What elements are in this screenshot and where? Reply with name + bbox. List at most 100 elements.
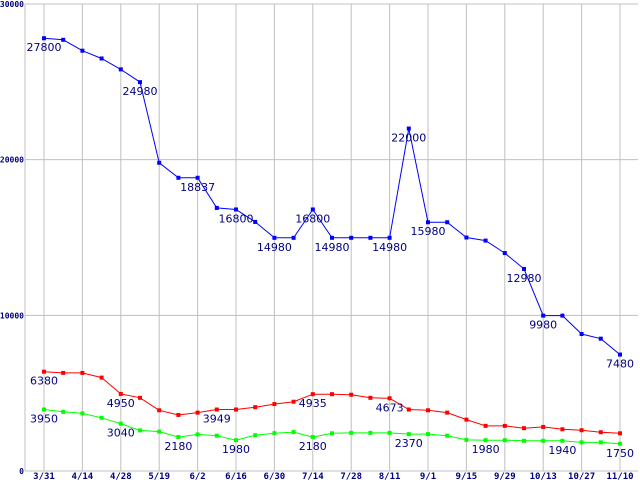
data-point-blue bbox=[195, 175, 200, 180]
data-label-green: 3950 bbox=[30, 413, 58, 426]
data-label-green: 1980 bbox=[222, 443, 250, 456]
data-point-green bbox=[42, 407, 46, 412]
x-tick-label: 7/28 bbox=[340, 472, 362, 480]
data-point-red bbox=[253, 405, 258, 410]
data-label-red: 6380 bbox=[30, 375, 58, 388]
data-point-green bbox=[349, 430, 354, 435]
data-point-green bbox=[445, 433, 450, 438]
data-label-green: 1940 bbox=[548, 444, 576, 457]
data-point-blue bbox=[80, 48, 85, 53]
data-label-green: 3040 bbox=[107, 427, 135, 440]
data-point-blue bbox=[406, 126, 411, 131]
data-label-green: 2370 bbox=[395, 437, 423, 450]
data-label-blue: 12980 bbox=[507, 272, 542, 285]
data-point-blue bbox=[214, 205, 219, 210]
data-label-blue: 9980 bbox=[529, 319, 557, 332]
data-label-red: 4950 bbox=[107, 397, 135, 410]
x-tick-label: 4/28 bbox=[110, 472, 132, 480]
data-point-red bbox=[426, 408, 430, 413]
data-point-green bbox=[464, 437, 469, 442]
data-point-red bbox=[502, 423, 507, 428]
data-point-red bbox=[99, 375, 104, 380]
data-point-green bbox=[598, 440, 603, 445]
x-tick-label: 9/29 bbox=[494, 472, 516, 480]
data-label-blue: 16800 bbox=[219, 212, 254, 225]
data-point-red bbox=[214, 407, 219, 412]
data-point-blue bbox=[502, 251, 507, 256]
data-point-green bbox=[61, 409, 66, 414]
data-point-green bbox=[330, 431, 334, 436]
data-point-red bbox=[330, 392, 334, 397]
data-point-green bbox=[406, 432, 411, 437]
data-point-red bbox=[522, 426, 526, 431]
data-point-red bbox=[445, 410, 450, 415]
data-point-blue bbox=[176, 175, 181, 180]
data-point-red bbox=[560, 427, 565, 432]
x-tick-label: 8/11 bbox=[379, 472, 401, 480]
y-tick-label: 0 bbox=[19, 467, 24, 476]
data-point-blue bbox=[234, 207, 238, 212]
data-point-green bbox=[426, 432, 430, 437]
data-point-red bbox=[195, 410, 200, 415]
data-label-blue: 15980 bbox=[411, 225, 446, 238]
data-label-green: 1980 bbox=[472, 443, 500, 456]
data-point-blue bbox=[618, 352, 622, 357]
data-point-red bbox=[272, 402, 277, 407]
data-label-green: 2180 bbox=[299, 440, 327, 453]
data-point-red bbox=[310, 392, 315, 397]
data-label-blue: 27800 bbox=[27, 41, 62, 54]
data-point-blue bbox=[426, 220, 430, 225]
x-tick-label: 6/16 bbox=[225, 472, 247, 480]
data-label-blue: 16800 bbox=[295, 212, 330, 225]
data-label-blue: 7480 bbox=[606, 358, 634, 371]
data-point-red bbox=[464, 417, 469, 422]
data-point-green bbox=[253, 433, 258, 438]
data-point-red bbox=[291, 399, 296, 404]
data-point-blue bbox=[483, 238, 488, 243]
series-group bbox=[42, 36, 622, 446]
data-point-green bbox=[618, 441, 622, 446]
data-point-blue bbox=[579, 332, 584, 337]
data-point-red bbox=[61, 370, 66, 375]
data-point-red bbox=[349, 392, 354, 397]
data-point-green bbox=[368, 430, 373, 435]
data-point-red bbox=[406, 407, 411, 412]
data-point-green bbox=[272, 431, 277, 436]
data-point-red bbox=[80, 370, 85, 375]
data-point-green bbox=[157, 429, 162, 434]
data-point-blue bbox=[522, 266, 526, 271]
data-point-red bbox=[618, 431, 622, 436]
data-label-blue: 22000 bbox=[391, 132, 426, 145]
data-point-blue bbox=[349, 235, 354, 240]
data-labels: 27800 24980 18837 16800 14980 16800 14980 14980… bbox=[27, 41, 635, 460]
data-point-blue bbox=[368, 235, 373, 240]
data-point-green bbox=[176, 435, 181, 440]
data-point-blue bbox=[387, 235, 392, 240]
data-point-blue bbox=[598, 336, 603, 341]
data-point-blue bbox=[560, 313, 565, 318]
y-tick-label: 30000 bbox=[0, 0, 24, 9]
data-label-blue: 14980 bbox=[372, 241, 407, 254]
data-point-blue bbox=[61, 37, 66, 42]
data-point-green bbox=[579, 440, 584, 445]
data-point-red bbox=[483, 423, 488, 428]
data-point-red bbox=[176, 412, 181, 417]
data-label-green: 1750 bbox=[606, 447, 634, 460]
x-tick-label: 10/27 bbox=[568, 472, 595, 480]
data-point-blue bbox=[138, 80, 142, 85]
data-label-red: 3949 bbox=[203, 413, 231, 426]
data-label-red: 4935 bbox=[299, 397, 327, 410]
data-point-blue bbox=[42, 36, 46, 41]
data-label-blue: 24980 bbox=[123, 85, 158, 98]
x-tick-label: 3/31 bbox=[33, 472, 55, 480]
x-tick-label: 6/30 bbox=[264, 472, 286, 480]
data-point-green bbox=[483, 438, 488, 443]
x-tick-label: 6/2 bbox=[189, 472, 205, 480]
data-point-blue bbox=[157, 160, 162, 165]
data-point-green bbox=[310, 435, 315, 440]
data-point-green bbox=[502, 438, 507, 443]
data-point-green bbox=[387, 430, 392, 435]
data-point-green bbox=[214, 433, 219, 438]
